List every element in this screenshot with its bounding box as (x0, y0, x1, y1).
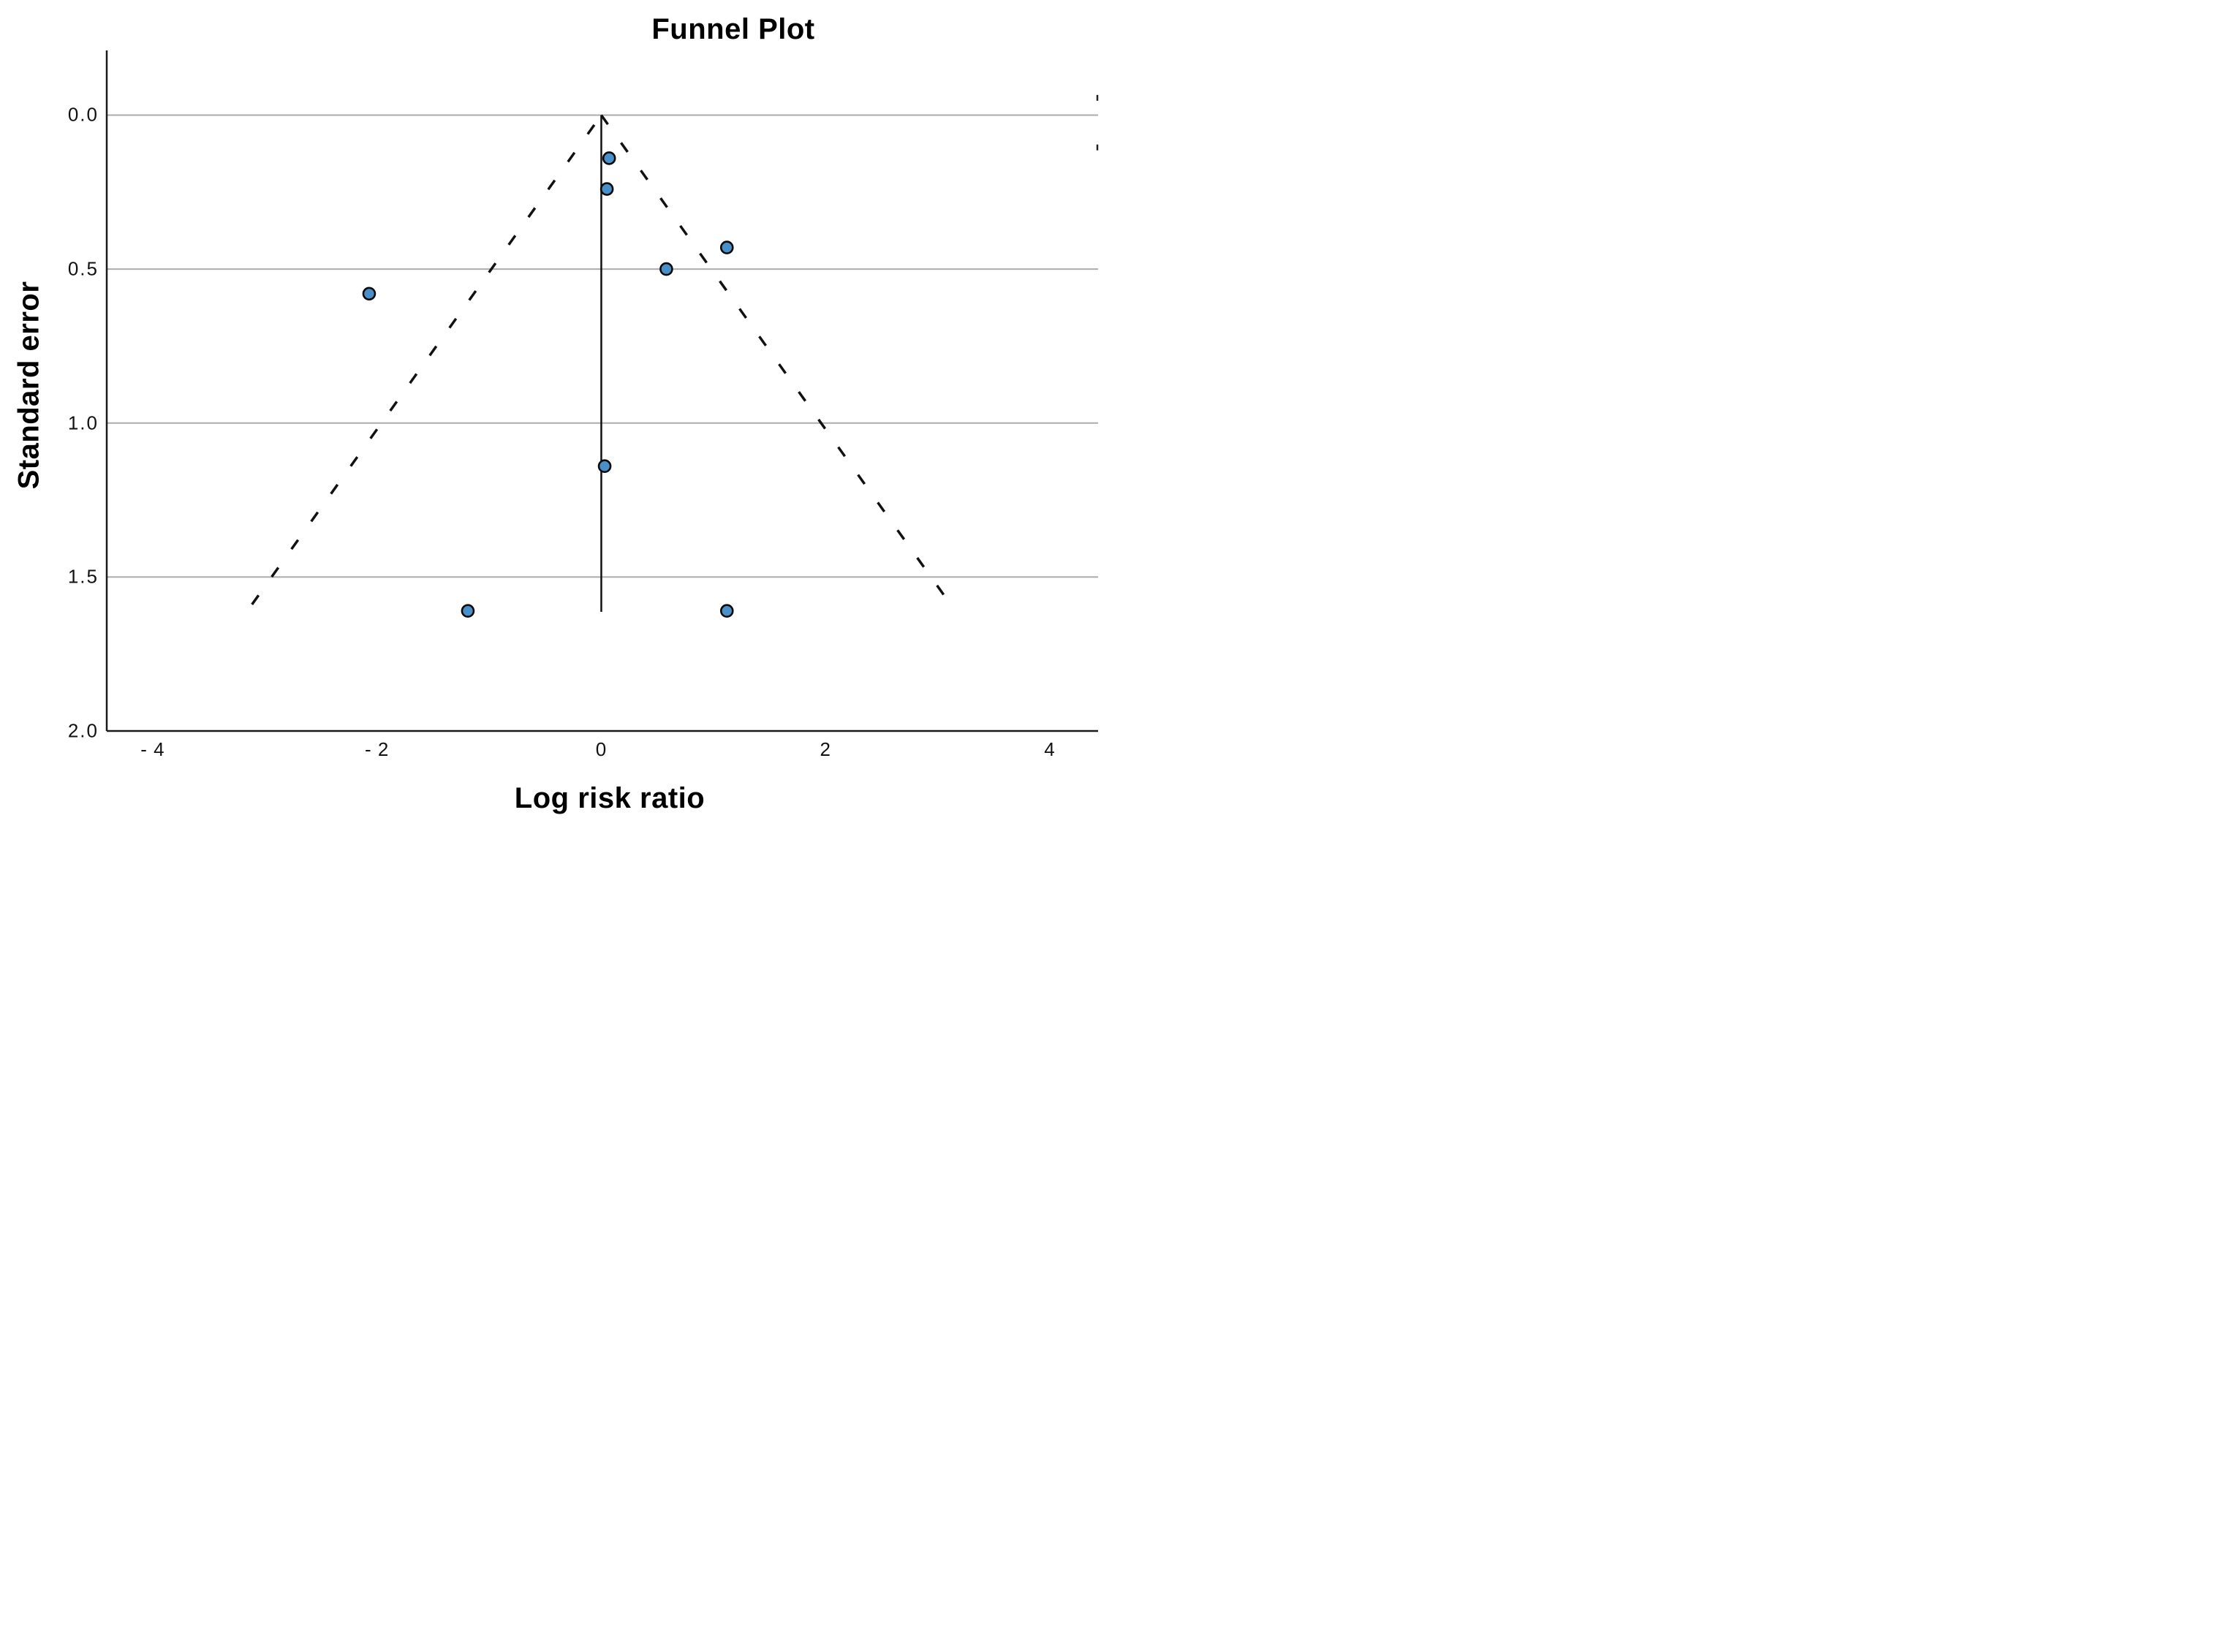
x-tick-label: 0 (595, 738, 608, 760)
data-point[interactable] (597, 459, 612, 474)
funnel-plot-canvas (105, 50, 1099, 732)
data-point[interactable] (719, 240, 734, 254)
chart-title: Funnel Plot (651, 13, 815, 45)
data-point[interactable] (362, 287, 377, 301)
y-tick-label: 1.5 (67, 565, 99, 588)
data-point[interactable] (659, 262, 673, 276)
y-tick-label: 0.0 (67, 103, 99, 126)
y-tick-label: 0.5 (67, 257, 99, 280)
funnel-boundary-left (245, 114, 602, 613)
x-tick-label: - 4 (140, 738, 165, 760)
x-tick-label: 2 (820, 738, 831, 760)
x-tick-label: - 2 (365, 738, 390, 760)
y-tick-label: 2.0 (67, 719, 99, 742)
y-axis-label: Standard error (12, 281, 45, 490)
data-point[interactable] (602, 151, 616, 165)
x-tick-label: 4 (1044, 738, 1056, 760)
data-point[interactable] (461, 604, 475, 618)
x-axis-label: Log risk ratio (514, 782, 705, 814)
y-tick-label: 1.0 (67, 412, 99, 434)
funnel-plot-figure: Funnel Plot Log risk ratio Standard erro… (0, 0, 1116, 826)
data-point[interactable] (599, 182, 614, 196)
data-point[interactable] (719, 604, 734, 618)
funnel-boundary-right (600, 114, 958, 613)
